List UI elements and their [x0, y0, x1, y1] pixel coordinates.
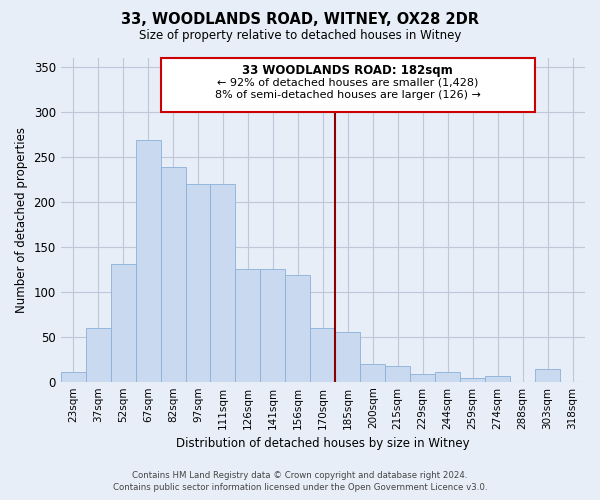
Text: Contains HM Land Registry data © Crown copyright and database right 2024.
Contai: Contains HM Land Registry data © Crown c…	[113, 471, 487, 492]
Bar	[110, 264, 136, 382]
Bar	[360, 364, 385, 382]
Bar	[460, 378, 485, 382]
Text: 33, WOODLANDS ROAD, WITNEY, OX28 2DR: 33, WOODLANDS ROAD, WITNEY, OX28 2DR	[121, 12, 479, 28]
Bar	[435, 372, 460, 382]
Bar	[385, 366, 410, 382]
Bar	[335, 332, 360, 382]
Bar	[185, 184, 211, 382]
Text: ← 92% of detached houses are smaller (1,428): ← 92% of detached houses are smaller (1,…	[217, 78, 478, 88]
Bar	[485, 376, 510, 382]
Bar	[61, 372, 86, 382]
Bar	[136, 140, 161, 382]
Bar	[86, 328, 110, 382]
Y-axis label: Number of detached properties: Number of detached properties	[15, 126, 28, 312]
Bar	[286, 276, 310, 382]
FancyBboxPatch shape	[161, 58, 535, 112]
Bar	[410, 374, 435, 382]
Bar	[211, 184, 235, 382]
Text: Size of property relative to detached houses in Witney: Size of property relative to detached ho…	[139, 29, 461, 42]
Bar	[260, 269, 286, 382]
Text: 33 WOODLANDS ROAD: 182sqm: 33 WOODLANDS ROAD: 182sqm	[242, 64, 453, 77]
Bar	[310, 328, 335, 382]
X-axis label: Distribution of detached houses by size in Witney: Distribution of detached houses by size …	[176, 437, 470, 450]
Bar	[535, 369, 560, 382]
Bar	[235, 269, 260, 382]
Text: 8% of semi-detached houses are larger (126) →: 8% of semi-detached houses are larger (1…	[215, 90, 481, 100]
Bar	[161, 168, 185, 382]
